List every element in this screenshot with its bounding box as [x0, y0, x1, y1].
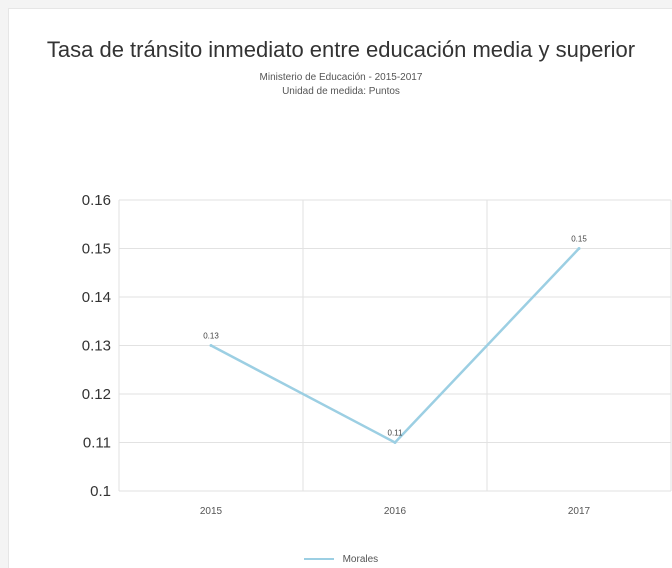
data-label: 0.13	[203, 332, 219, 341]
y-tick-label: 0.13	[82, 338, 111, 355]
chart-card: Tasa de tránsito inmediato entre educaci…	[8, 8, 672, 568]
y-tick-label: 0.14	[82, 289, 111, 306]
y-tick-label: 0.1	[90, 483, 111, 500]
data-point	[209, 344, 213, 347]
chart-title: Tasa de tránsito inmediato entre educaci…	[46, 37, 636, 62]
x-tick-label: 2016	[384, 506, 407, 517]
data-label: 0.15	[571, 235, 587, 244]
legend-series-label: Morales	[342, 554, 379, 565]
y-tick-label: 0.12	[82, 386, 111, 403]
chart-subtitle: Ministerio de Educación - 2015-2017 Unid…	[9, 71, 672, 99]
line-chart: 0.16 0.15 0.14 0.13 0.12 0.11 0.1 2015 2016 2017 0…	[82, 192, 672, 517]
subtitle-line-unit: Unidad de medida: Puntos	[282, 86, 400, 97]
y-tick-label: 0.11	[83, 435, 111, 452]
x-tick-label: 2017	[568, 506, 591, 517]
data-point	[393, 441, 397, 444]
x-tick-label: 2015	[200, 506, 223, 517]
data-label: 0.11	[388, 429, 404, 438]
y-tick-label: 0.16	[82, 192, 111, 209]
chart-legend[interactable]: Morales	[9, 554, 672, 565]
data-point	[577, 247, 581, 250]
subtitle-line-source: Ministerio de Educación - 2015-2017	[259, 72, 423, 83]
y-tick-label: 0.15	[82, 241, 111, 258]
legend-series-line	[303, 558, 334, 561]
